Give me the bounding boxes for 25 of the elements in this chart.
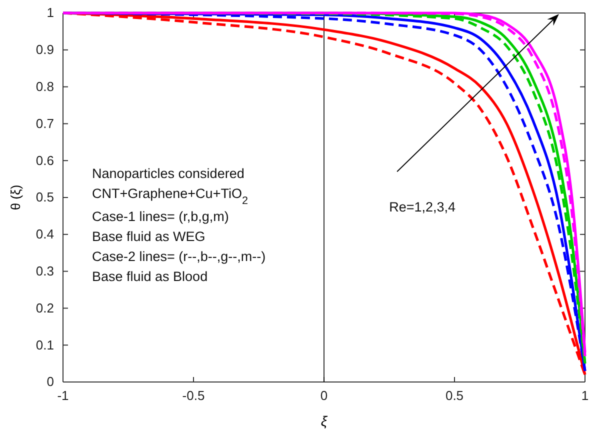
x-tick-label: 1 (581, 388, 589, 404)
y-tick-label: 0.1 (36, 337, 54, 352)
x-tick-label: -0.5 (182, 388, 205, 404)
y-axis-title: θ (ξ) (8, 184, 23, 210)
y-tick-label: 0.6 (36, 152, 54, 168)
annotation: Base fluid as WEG (92, 229, 206, 244)
y-tick-label: 0.5 (36, 190, 54, 205)
x-tick-label: -1 (57, 388, 69, 404)
y-tick-label: 0 (46, 374, 54, 390)
annotation: Base fluid as Blood (92, 269, 208, 284)
y-tick-label: 0.7 (36, 116, 54, 131)
annotation: Re=1,2,3,4 (389, 200, 456, 215)
annotation: CNT+Graphene+Cu+TiO$_{2}$ (92, 186, 248, 207)
annotation: Nanoparticles considered (92, 166, 244, 181)
x-tick-label: 0 (320, 388, 328, 404)
y-tick-label: 0.9 (36, 42, 54, 58)
annotation: Case-2 lines= (r--,b--,g--,m--) (92, 249, 266, 264)
y-tick-label: 0.3 (36, 263, 54, 278)
x-axis-title: ξ (320, 413, 328, 429)
y-tick-label: 1 (46, 5, 54, 20)
x-tick-label: 0.5 (445, 388, 464, 404)
y-tick-label: 0.2 (36, 300, 54, 316)
y-tick-label: 0.8 (36, 78, 54, 94)
annotation: Case-1 lines= (r,b,g,m) (92, 209, 229, 224)
y-tick-label: 0.4 (36, 226, 54, 242)
